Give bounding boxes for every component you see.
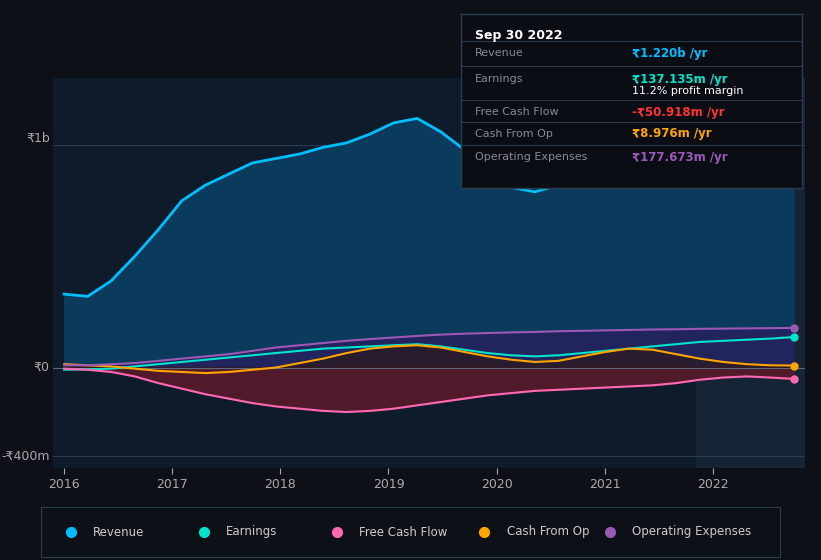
Text: ₹1b: ₹1b — [25, 132, 49, 145]
Text: Revenue: Revenue — [475, 48, 524, 58]
Text: ₹0: ₹0 — [34, 361, 49, 374]
Text: 11.2% profit margin: 11.2% profit margin — [632, 86, 743, 96]
Bar — [696, 78, 810, 468]
Text: Revenue: Revenue — [93, 525, 144, 539]
Text: ₹1.220b /yr: ₹1.220b /yr — [632, 46, 707, 59]
Text: Free Cash Flow: Free Cash Flow — [475, 107, 558, 117]
Text: Cash From Op: Cash From Op — [475, 129, 553, 139]
Text: ₹177.673m /yr: ₹177.673m /yr — [632, 151, 727, 164]
Text: Operating Expenses: Operating Expenses — [475, 152, 587, 162]
Text: Earnings: Earnings — [226, 525, 277, 539]
Text: Cash From Op: Cash From Op — [507, 525, 589, 539]
Text: Earnings: Earnings — [475, 74, 524, 84]
Text: Sep 30 2022: Sep 30 2022 — [475, 29, 562, 42]
Text: -₹400m: -₹400m — [1, 450, 49, 463]
Text: -₹50.918m /yr: -₹50.918m /yr — [632, 106, 724, 119]
Text: ₹8.976m /yr: ₹8.976m /yr — [632, 127, 711, 141]
Text: ₹137.135m /yr: ₹137.135m /yr — [632, 73, 727, 86]
Text: Free Cash Flow: Free Cash Flow — [359, 525, 447, 539]
Text: Operating Expenses: Operating Expenses — [632, 525, 751, 539]
